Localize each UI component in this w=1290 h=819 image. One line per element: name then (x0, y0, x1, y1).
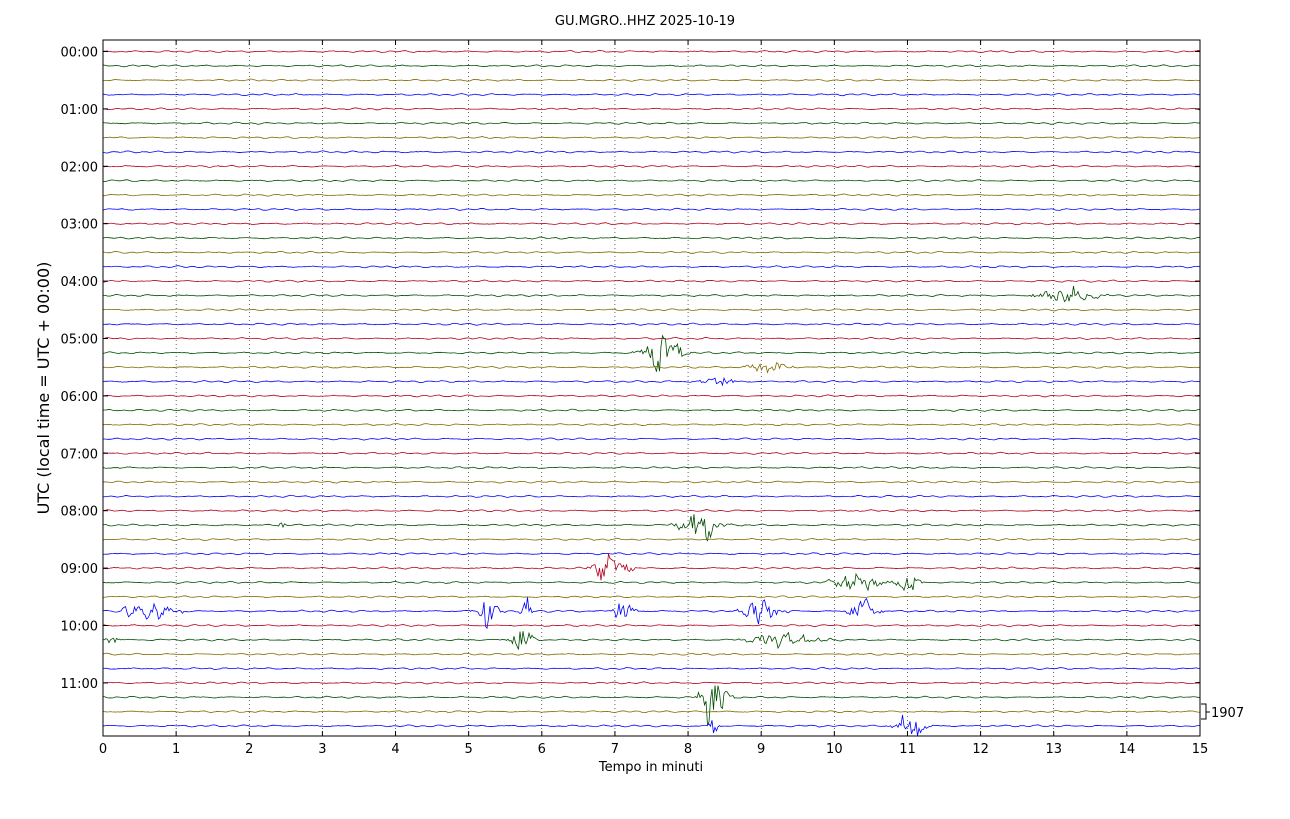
trace-line (102, 336, 1200, 340)
chart-title: GU.MGRO..HHZ 2025-10-19 (555, 14, 735, 29)
y-tick-label: 09:00 (61, 562, 98, 577)
trace-line (102, 250, 1200, 254)
trace-line (102, 222, 1200, 226)
trace-line (102, 164, 1200, 168)
trace-line (102, 334, 1200, 372)
x-tick-label: 1 (172, 742, 180, 757)
x-tick-label: 9 (757, 742, 765, 757)
trace-line (102, 710, 1200, 714)
x-tick-label: 2 (245, 742, 253, 757)
trace-line (102, 597, 1200, 630)
trace-line (102, 537, 1200, 541)
trace-line (102, 553, 1200, 581)
trace-line (102, 136, 1200, 140)
x-tick-label: 10 (826, 742, 843, 757)
x-tick-label: 13 (1045, 742, 1062, 757)
trace-line (102, 681, 1200, 685)
x-tick-label: 3 (318, 742, 326, 757)
trace-line (102, 285, 1200, 303)
x-tick-label: 6 (538, 742, 546, 757)
x-tick-label: 8 (684, 742, 692, 757)
y-tick-label: 05:00 (61, 333, 98, 348)
y-tick-label: 06:00 (61, 390, 98, 405)
scale-bracket (1201, 703, 1207, 720)
trace-line (102, 362, 1200, 374)
trace-line (102, 667, 1200, 671)
trace-line (102, 714, 1200, 737)
y-tick-label: 08:00 (61, 505, 98, 520)
x-tick-label: 4 (391, 742, 399, 757)
plot-frame (102, 39, 1201, 737)
scale-label: 1907 (1211, 706, 1244, 721)
trace-line (102, 514, 1200, 542)
y-tick-label: 11:00 (61, 677, 98, 692)
trace-line (102, 121, 1200, 125)
x-tick-label: 0 (99, 742, 107, 757)
trace-line (102, 308, 1200, 312)
y-tick-label: 07:00 (61, 447, 98, 462)
trace-line (102, 394, 1200, 398)
trace-line (102, 193, 1200, 197)
trace-line (102, 49, 1200, 53)
trace-line (102, 552, 1200, 556)
trace-line (102, 437, 1200, 441)
x-tick-label: 12 (972, 742, 989, 757)
x-axis: 0 1 2 3 4 5 6 7 8 9 10 11 12 13 14 15 (99, 40, 1208, 757)
trace-line (102, 624, 1200, 628)
trace-line (102, 150, 1200, 154)
trace-line (102, 376, 1200, 387)
trace-line (102, 652, 1200, 656)
trace-line (102, 494, 1200, 498)
trace-line (103, 480, 1200, 484)
y-tick-label: 04:00 (61, 275, 98, 290)
trace-line (102, 179, 1200, 183)
trace-line (102, 572, 1200, 592)
x-tick-label: 7 (611, 742, 619, 757)
x-axis-label: Tempo in minuti (598, 760, 703, 775)
trace-line (102, 509, 1200, 513)
y-tick-label: 02:00 (61, 160, 98, 175)
x-tick-label: 5 (465, 742, 473, 757)
y-axis: 00:00 01:00 02:00 03:00 04:00 05:00 06:00 07:00… (61, 46, 1200, 692)
trace-line (102, 451, 1200, 455)
x-tick-label: 14 (1119, 742, 1136, 757)
y-tick-label: 10:00 (61, 620, 98, 635)
y-tick-label: 03:00 (61, 218, 98, 233)
y-tick-label: 01:00 (61, 103, 98, 118)
trace-line (102, 466, 1200, 470)
grid (175, 40, 1128, 736)
y-tick-label: 00:00 (61, 46, 98, 61)
trace-line (102, 93, 1200, 97)
trace-line (102, 408, 1200, 412)
trace-line (102, 322, 1200, 326)
trace-line (102, 631, 1200, 650)
trace-line (102, 107, 1200, 111)
x-tick-label: 11 (899, 742, 916, 757)
scale-bar: 1907 (1201, 703, 1244, 721)
trace-line (102, 207, 1200, 211)
y-axis-label: UTC (local time = UTC + 00:00) (34, 262, 53, 515)
trace-line (102, 595, 1200, 599)
traces (102, 49, 1200, 737)
trace-line (102, 423, 1200, 427)
trace-line (102, 279, 1200, 283)
trace-line (102, 265, 1200, 269)
x-tick-label: 15 (1192, 742, 1209, 757)
trace-line (102, 64, 1200, 68)
trace-line (102, 685, 1200, 727)
trace-line (102, 78, 1200, 82)
trace-line (102, 236, 1200, 240)
